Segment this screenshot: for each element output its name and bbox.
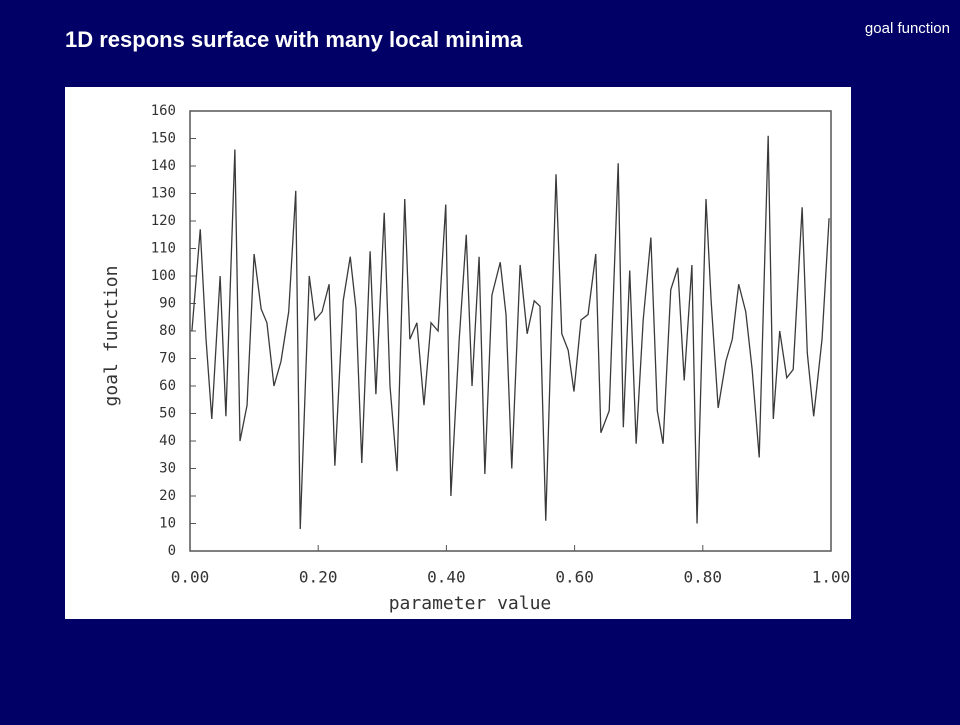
x-tick-label: 0.20 [299,568,338,587]
y-tick-label: 90 [159,296,176,312]
x-tick-label: 0.60 [555,568,594,587]
x-axis-label: parameter value [389,593,552,614]
x-tick-label: 0.40 [427,568,466,587]
y-tick-label: 100 [151,268,176,284]
y-tick-label: 130 [151,186,176,202]
y-tick-label: 50 [159,406,176,422]
y-tick-label: 10 [159,516,176,532]
y-tick-label: 140 [151,158,176,174]
y-axis-label: goal function [101,266,122,407]
y-tick-label: 70 [159,351,176,367]
y-tick-label: 0 [168,543,176,559]
y-tick-label: 40 [159,433,176,449]
y-tick-label: 20 [159,488,176,504]
y-tick-label: 60 [159,378,176,394]
y-tick-label: 110 [151,241,176,257]
slide-title: 1D respons surface with many local minim… [65,27,523,52]
y-tick-label: 150 [151,131,176,147]
y-tick-label: 160 [151,103,176,119]
data-line [191,135,830,530]
x-tick-label: 1.00 [812,568,851,587]
x-tick-label: 0.80 [684,568,723,587]
x-tick-label: 0.00 [171,568,210,587]
y-tick-label: 120 [151,213,176,229]
y-tick-label: 30 [159,461,176,477]
header-label: goal function [865,20,950,37]
y-tick-label: 80 [159,323,176,339]
